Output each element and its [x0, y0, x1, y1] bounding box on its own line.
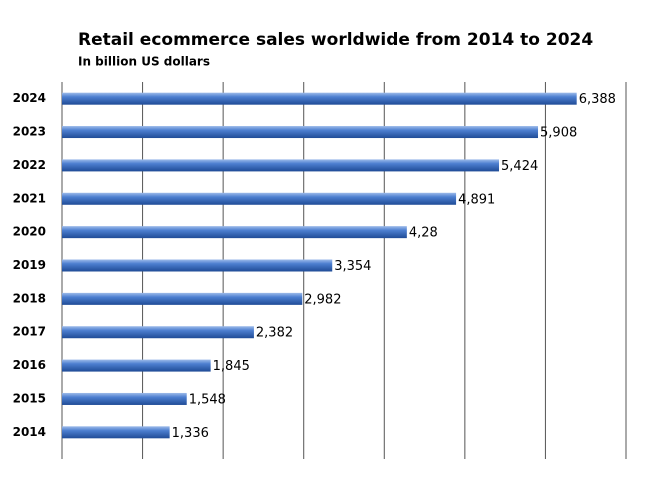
- bar: [62, 259, 333, 272]
- y-tick-label: 2023: [13, 125, 46, 139]
- bar: [62, 326, 254, 339]
- value-label: 1,336: [172, 426, 209, 441]
- bar: [62, 292, 303, 305]
- y-tick-label: 2014: [13, 425, 46, 439]
- value-label: 6,388: [579, 92, 616, 107]
- bar: [62, 92, 577, 105]
- value-label: 4,891: [458, 192, 495, 207]
- chart-subtitle: In billion US dollars: [78, 55, 210, 69]
- bar: [62, 126, 539, 139]
- bar: [62, 426, 170, 439]
- value-label: 1,548: [189, 392, 226, 407]
- y-tick-label: 2015: [13, 391, 46, 405]
- y-tick-label: 2022: [13, 158, 46, 172]
- bar: [62, 359, 211, 372]
- value-label: 4,28: [409, 226, 438, 241]
- value-label: 2,982: [304, 292, 341, 307]
- bar: [62, 226, 407, 239]
- value-label: 1,845: [213, 359, 250, 374]
- value-label: 5,424: [501, 159, 538, 174]
- y-tick-label: 2016: [13, 358, 46, 372]
- value-label: 3,354: [334, 259, 371, 274]
- y-tick-label: 2018: [13, 291, 46, 305]
- bar: [62, 392, 187, 405]
- value-label: 2,382: [256, 326, 293, 341]
- bar: [62, 192, 457, 205]
- value-label: 5,908: [540, 126, 577, 141]
- y-tick-label: 2017: [13, 325, 46, 339]
- chart-title: Retail ecommerce sales worldwide from 20…: [78, 30, 593, 50]
- y-tick-label: 2024: [13, 91, 46, 105]
- y-tick-label: 2020: [13, 225, 46, 239]
- bar: [62, 159, 500, 172]
- y-tick-label: 2019: [13, 258, 46, 272]
- y-tick-label: 2021: [13, 191, 46, 205]
